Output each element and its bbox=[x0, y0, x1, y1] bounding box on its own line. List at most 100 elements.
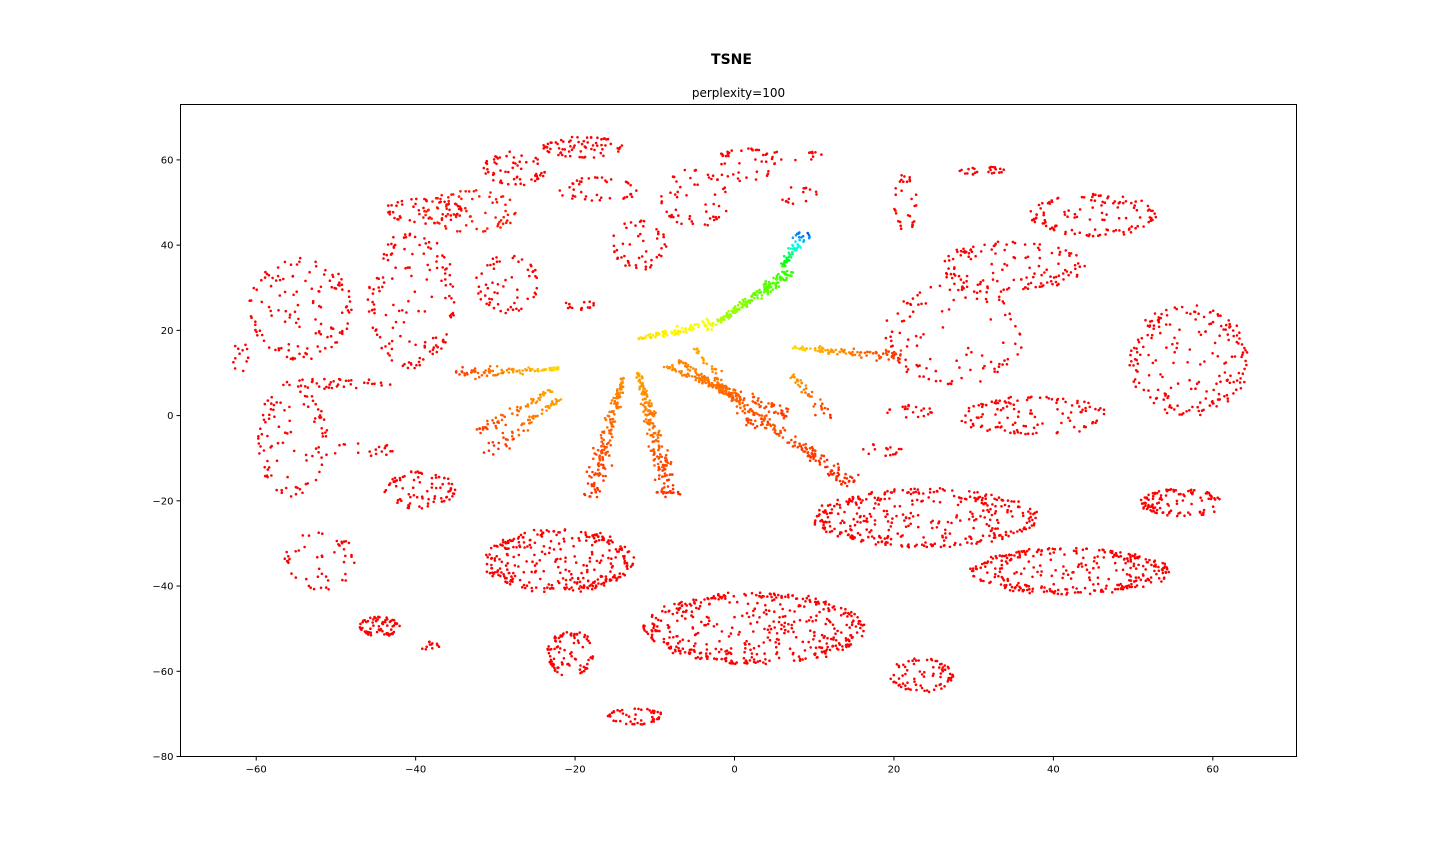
data-point bbox=[1209, 322, 1213, 326]
data-point bbox=[503, 415, 507, 419]
data-point bbox=[509, 539, 513, 543]
data-point bbox=[1150, 319, 1154, 323]
data-point bbox=[640, 255, 644, 258]
data-point bbox=[997, 521, 1000, 525]
data-point bbox=[964, 537, 967, 540]
data-point bbox=[434, 473, 438, 477]
data-point bbox=[644, 260, 647, 264]
data-point bbox=[517, 309, 521, 312]
data-point bbox=[657, 468, 660, 472]
data-point bbox=[662, 468, 666, 472]
data-point bbox=[756, 399, 759, 402]
data-point bbox=[280, 491, 284, 495]
data-point bbox=[902, 180, 905, 183]
data-point bbox=[286, 475, 289, 479]
data-point bbox=[314, 265, 318, 268]
data-point bbox=[658, 474, 661, 477]
data-point bbox=[347, 379, 351, 383]
data-point bbox=[710, 596, 713, 600]
data-point bbox=[928, 487, 932, 491]
data-point bbox=[813, 454, 817, 458]
data-point bbox=[557, 153, 560, 157]
data-point bbox=[1211, 352, 1214, 355]
data-point bbox=[367, 310, 371, 313]
data-point bbox=[604, 580, 608, 583]
data-point bbox=[1211, 320, 1215, 324]
data-point bbox=[734, 392, 738, 395]
data-point bbox=[1095, 419, 1099, 423]
data-point bbox=[342, 385, 346, 389]
data-point bbox=[311, 377, 314, 381]
data-point bbox=[645, 393, 649, 396]
data-point bbox=[804, 657, 807, 660]
data-point bbox=[912, 220, 916, 223]
data-point bbox=[1164, 392, 1167, 396]
data-point bbox=[567, 662, 570, 666]
data-point bbox=[884, 336, 888, 340]
data-point bbox=[634, 224, 637, 227]
data-point bbox=[380, 346, 384, 350]
data-point bbox=[706, 657, 709, 661]
data-point bbox=[939, 682, 942, 686]
data-point bbox=[862, 519, 866, 523]
data-point bbox=[760, 160, 763, 163]
data-point bbox=[652, 410, 656, 413]
data-point bbox=[519, 167, 523, 171]
data-point bbox=[500, 368, 504, 372]
data-point bbox=[390, 252, 394, 255]
data-point bbox=[381, 629, 384, 633]
data-point bbox=[482, 371, 486, 374]
data-point bbox=[1099, 407, 1102, 410]
data-point bbox=[643, 629, 646, 632]
data-point bbox=[427, 246, 430, 249]
data-point bbox=[820, 454, 824, 457]
data-point bbox=[767, 609, 771, 612]
data-point bbox=[830, 472, 833, 476]
data-point bbox=[319, 322, 323, 326]
data-point bbox=[934, 369, 938, 373]
data-point bbox=[558, 531, 561, 534]
data-point bbox=[590, 552, 594, 556]
data-point bbox=[853, 612, 856, 616]
data-point bbox=[296, 486, 299, 490]
data-point bbox=[553, 647, 556, 651]
data-point bbox=[1218, 374, 1221, 378]
data-point bbox=[1001, 537, 1004, 541]
data-point bbox=[1135, 556, 1139, 560]
data-point bbox=[435, 642, 439, 646]
data-point bbox=[1102, 556, 1106, 559]
data-point bbox=[692, 347, 696, 351]
data-point bbox=[559, 635, 563, 638]
data-point bbox=[816, 349, 820, 353]
data-point bbox=[314, 402, 318, 406]
data-point bbox=[1045, 281, 1049, 284]
data-point bbox=[390, 339, 394, 343]
data-point bbox=[772, 423, 775, 427]
data-point bbox=[578, 155, 581, 159]
data-point bbox=[378, 289, 381, 293]
data-point bbox=[643, 392, 647, 395]
data-point bbox=[810, 452, 814, 456]
data-point bbox=[889, 543, 893, 546]
data-point bbox=[1144, 568, 1147, 571]
data-point bbox=[1005, 288, 1009, 291]
data-point bbox=[974, 567, 978, 571]
data-point bbox=[1155, 396, 1159, 400]
data-point bbox=[980, 405, 984, 409]
data-point bbox=[277, 425, 281, 429]
data-point bbox=[989, 555, 993, 559]
data-point bbox=[345, 305, 349, 308]
data-point bbox=[1002, 288, 1005, 292]
data-point bbox=[977, 404, 980, 407]
data-point bbox=[693, 650, 696, 653]
data-point bbox=[423, 340, 427, 344]
data-point bbox=[370, 382, 374, 386]
data-point bbox=[826, 504, 830, 507]
data-point bbox=[896, 312, 900, 315]
data-point bbox=[635, 266, 638, 270]
data-point bbox=[1104, 587, 1108, 590]
data-point bbox=[540, 171, 543, 175]
data-point bbox=[445, 496, 448, 499]
data-point bbox=[953, 282, 956, 286]
data-point bbox=[772, 620, 775, 623]
